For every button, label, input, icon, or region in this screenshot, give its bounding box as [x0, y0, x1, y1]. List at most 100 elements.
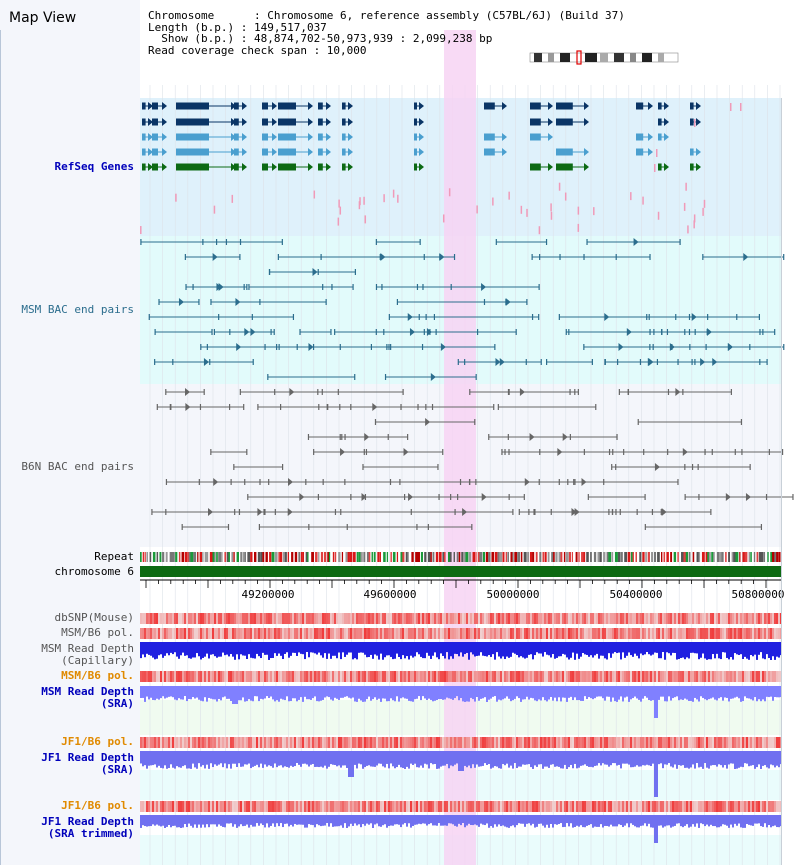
msm-b6-pol-heat [404, 628, 406, 639]
jf1-depth-trimmed-bar [598, 815, 600, 827]
repeat-feature [499, 552, 503, 562]
msm-depth-sra-bar [538, 686, 540, 700]
dbsnp-heat [712, 613, 714, 624]
msm-b6-pol-heat-2 [398, 671, 400, 682]
msm-b6-pol-heat-2 [494, 671, 496, 682]
msm-depth-capillary-bar [722, 642, 724, 653]
jf1-b6-pol-heat-2 [660, 801, 662, 812]
jf1-b6-pol-heat [328, 737, 330, 748]
jf1-depth-trimmed-bar [656, 815, 658, 843]
msm-depth-sra-bar [736, 686, 738, 697]
msm-b6-pol-heat [498, 628, 500, 639]
repeat-feature [535, 552, 538, 562]
msm-b6-pol-heat-2 [686, 671, 688, 682]
msm-b6-pol-heat-2 [402, 671, 404, 682]
jf1-depth-sra-bar [448, 751, 450, 769]
repeat-feature [507, 552, 509, 562]
dbsnp-heat [332, 613, 334, 624]
jf1-depth-trimmed-bar [238, 815, 240, 827]
msm-depth-sra-bar [564, 686, 566, 698]
msm-b6-pol-heat-2 [198, 671, 200, 682]
jf1-depth-trimmed-bar [538, 815, 540, 824]
dbsnp-heat [758, 613, 760, 624]
dbsnp-heat [702, 613, 704, 624]
dbsnp-heat [482, 613, 484, 624]
msm-depth-sra-bar [330, 686, 332, 700]
jf1-depth-sra-bar [176, 751, 178, 767]
repeat-feature [614, 552, 618, 562]
msm-depth-sra-bar [230, 686, 232, 701]
jf1-depth-trimmed-bar [388, 815, 390, 827]
msm-depth-sra-bar [266, 686, 268, 697]
msm-depth-capillary-bar [460, 642, 462, 653]
msm-b6-pol-heat-2 [458, 671, 460, 682]
msm-b6-pol-heat [528, 628, 530, 639]
msm-b6-pol-heat [532, 628, 534, 639]
jf1-b6-pol-heat [244, 737, 246, 748]
msm-depth-capillary-bar [664, 642, 666, 660]
repeat-feature [417, 552, 420, 562]
repeat-feature [144, 552, 146, 562]
jf1-depth-trimmed-bar [560, 815, 562, 824]
msm-b6-pol-heat [248, 628, 250, 639]
msm-b6-pol-heat-2 [708, 671, 710, 682]
dbsnp-heat [508, 613, 510, 624]
msm-depth-sra-bar [574, 686, 576, 698]
msm-b6-pol-heat-2 [466, 671, 468, 682]
msm-b6-pol-heat-2 [378, 671, 380, 682]
msm-b6-pol-heat-2 [304, 671, 306, 682]
repeat-feature [551, 552, 554, 562]
track-label-b6n-bac[interactable]: B6N BAC end pairs [21, 460, 134, 473]
msm-depth-capillary-bar [662, 642, 664, 653]
msm-depth-capillary-bar [304, 642, 306, 660]
jf1-b6-pol-heat [690, 737, 692, 748]
jf1-depth-sra-bar [486, 751, 488, 766]
msm-depth-capillary-bar [712, 642, 714, 655]
jf1-b6-pol-heat [162, 737, 164, 748]
msm-depth-sra-bar [528, 686, 530, 700]
jf1-depth-trimmed-bar [260, 815, 262, 824]
jf1-depth-trimmed-bar [630, 815, 632, 824]
jf1-b6-pol-heat [350, 737, 352, 748]
jf1-depth-sra-bar [536, 751, 538, 767]
msm-b6-pol-heat-2 [688, 671, 690, 682]
msm-b6-pol-heat-2 [552, 671, 554, 682]
dbsnp-heat [298, 613, 300, 624]
msm-b6-pol-heat [222, 628, 224, 639]
jf1-b6-pol-heat-2 [246, 801, 248, 812]
msm-depth-sra-bar [548, 686, 550, 700]
msm-b6-pol-heat-2 [766, 671, 768, 682]
msm-b6-pol-heat-2 [222, 671, 224, 682]
dbsnp-heat [264, 613, 266, 624]
msm-b6-pol-heat [518, 628, 520, 639]
dbsnp-heat [406, 613, 408, 624]
repeat-feature [688, 552, 691, 562]
jf1-b6-pol-heat-2 [148, 801, 150, 812]
jf1-b6-pol-heat [422, 737, 424, 748]
msm-depth-capillary-bar [184, 642, 186, 656]
msm-b6-pol-heat-2 [764, 671, 766, 682]
msm-depth-capillary-bar [640, 642, 642, 654]
msm-depth-capillary-bar [688, 642, 690, 659]
track-label-msm-bac[interactable]: MSM BAC end pairs [21, 303, 134, 316]
msm-b6-pol-heat-2 [420, 671, 422, 682]
msm-b6-pol-heat [698, 628, 700, 639]
dbsnp-heat [776, 613, 778, 624]
msm-b6-pol-heat [526, 628, 528, 639]
msm-depth-capillary-bar [302, 642, 304, 655]
track-label-refseq[interactable]: RefSeq Genes [54, 160, 134, 173]
msm-b6-pol-heat-2 [674, 671, 676, 682]
msm-b6-pol-heat [692, 628, 694, 639]
msm-b6-pol-heat [704, 628, 706, 639]
jf1-depth-trimmed-bar [760, 815, 762, 827]
msm-b6-pol-heat-2 [442, 671, 444, 682]
jf1-b6-pol-heat-2 [434, 801, 436, 812]
msm-b6-pol-heat [708, 628, 710, 639]
msm-b6-pol-heat [602, 628, 604, 639]
jf1-depth-sra-bar [366, 751, 368, 766]
msm-b6-pol-heat-2 [188, 671, 190, 682]
dbsnp-heat [678, 613, 680, 624]
msm-depth-capillary-bar [388, 642, 390, 656]
jf1-depth-sra-bar [572, 751, 574, 769]
